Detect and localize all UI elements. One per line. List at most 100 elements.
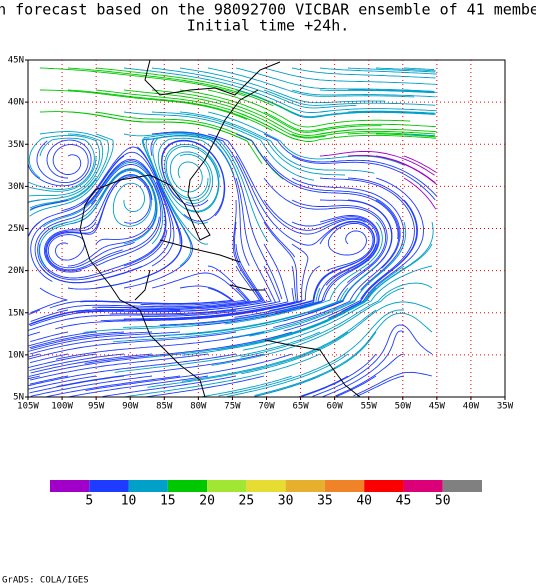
x-tick-label: 75W — [224, 402, 241, 412]
streamline — [38, 185, 166, 279]
colorbar-swatch — [128, 480, 168, 492]
streamline — [28, 331, 97, 347]
streamline — [29, 375, 69, 385]
streamline — [95, 146, 182, 289]
colorbar-swatch — [207, 480, 247, 492]
streamline — [85, 353, 293, 392]
streamline — [197, 243, 377, 326]
colorbar-swatch — [89, 480, 129, 492]
streamline — [28, 309, 181, 325]
colorbar-label: 10 — [121, 494, 137, 509]
streamline — [43, 162, 164, 245]
streamline — [179, 111, 375, 174]
colorbar-label: 35 — [317, 494, 333, 509]
subtitle: Initial time +24h. — [187, 17, 350, 35]
streamline — [298, 375, 349, 398]
streamline — [39, 67, 248, 98]
streamline — [291, 67, 436, 79]
streamline — [272, 199, 400, 328]
streamline — [291, 155, 436, 201]
streamline — [159, 199, 263, 309]
streamline — [123, 287, 321, 328]
streamline — [254, 312, 433, 396]
grid: 105W 100W 95W 90W 85W 80W 75W 70W 65W 60W 55W 50W 45… — [8, 56, 514, 412]
streamline — [67, 89, 273, 131]
streamline — [28, 134, 101, 197]
y-tick-label: 15N — [8, 308, 24, 318]
colorbar-swatch — [364, 480, 404, 492]
streamline — [185, 265, 377, 336]
streamline — [161, 139, 226, 217]
streamline — [151, 89, 354, 136]
streamline — [145, 375, 265, 398]
streamline — [198, 177, 277, 314]
streamline — [235, 133, 399, 240]
colorbar-label: 45 — [396, 494, 412, 509]
streamline — [335, 375, 377, 398]
title: Mean forecast based on the 98092700 VICB… — [0, 1, 536, 19]
streamline — [159, 243, 309, 321]
streamline — [179, 89, 382, 133]
colorbar-swatch — [324, 480, 365, 492]
colorbar-label: 15 — [160, 494, 176, 509]
x-tick-label: 95W — [88, 402, 105, 412]
streamline — [263, 199, 378, 286]
streamline — [30, 353, 153, 374]
x-tick-label: 65W — [292, 402, 309, 412]
streamline — [112, 174, 152, 227]
y-tick-label: 10N — [8, 350, 24, 360]
streamline — [29, 331, 125, 349]
streamline — [67, 67, 274, 107]
streamline — [335, 353, 405, 397]
streamline — [321, 330, 405, 398]
streamline — [76, 287, 272, 314]
coastline — [79, 59, 361, 398]
streamline — [353, 371, 433, 397]
streamline — [29, 353, 69, 364]
streamline — [165, 145, 219, 212]
colorbar-label: 40 — [356, 494, 372, 509]
streamline — [263, 111, 437, 132]
streamline — [30, 331, 153, 350]
streamline — [67, 168, 158, 267]
streamline — [403, 155, 437, 173]
streamline — [149, 287, 349, 337]
streamline — [67, 111, 263, 164]
streamline — [61, 146, 181, 245]
streamline — [357, 375, 405, 397]
streamline — [109, 265, 281, 315]
streamline — [102, 375, 237, 398]
y-tick-label: 45N — [8, 56, 24, 66]
colorbar-label: 25 — [239, 494, 255, 509]
streamline — [43, 174, 153, 273]
colorbar-label: 50 — [435, 494, 451, 509]
streamline — [291, 89, 436, 98]
streamline — [157, 137, 220, 213]
streamline — [29, 133, 104, 203]
streamline — [328, 177, 424, 319]
x-tick-label: 35W — [497, 402, 514, 412]
streamline — [45, 216, 160, 272]
streamline — [181, 309, 377, 382]
streamline — [207, 67, 415, 98]
streamline — [30, 160, 153, 282]
streamline — [28, 309, 41, 315]
streamline — [254, 331, 377, 397]
streamline — [147, 331, 349, 388]
streamline — [235, 89, 435, 119]
streamlines — [27, 67, 438, 398]
streamline — [151, 131, 296, 258]
streamline — [291, 199, 388, 307]
streamline — [95, 67, 300, 116]
x-tick-label: 45W — [429, 402, 446, 412]
x-tick-label: 80W — [190, 402, 207, 412]
streamline — [28, 375, 41, 380]
streamline — [263, 155, 401, 269]
colorbar: 5 10 15 20 25 30 35 40 45 50 — [50, 480, 482, 509]
streamline — [30, 309, 69, 322]
streamline — [375, 89, 437, 93]
streamline — [263, 133, 438, 197]
streamline — [28, 353, 41, 358]
colorbar-label: 20 — [199, 494, 215, 509]
streamline — [375, 155, 436, 184]
